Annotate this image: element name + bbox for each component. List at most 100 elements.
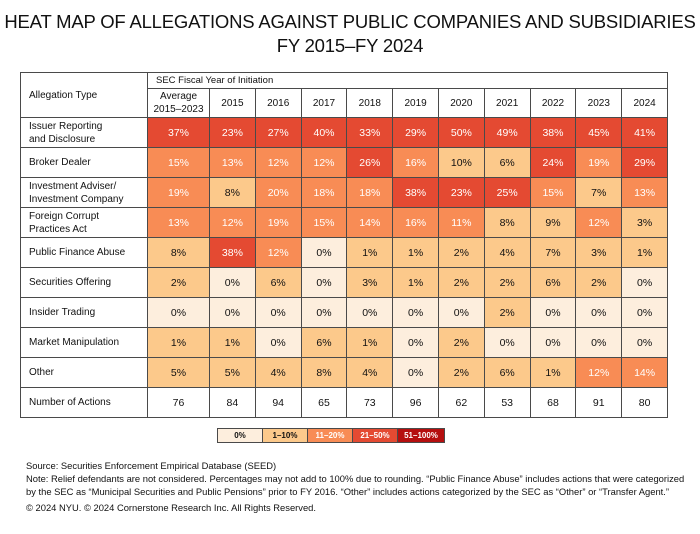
heat-cell: 12% <box>575 357 623 388</box>
year-column-header: 2017 <box>300 88 348 118</box>
heat-cell: 0% <box>392 297 439 328</box>
action-count-cell: 68 <box>529 387 577 418</box>
allegation-type-label: Issuer Reporting and Disclosure <box>20 117 148 148</box>
heat-cell: 0% <box>346 297 394 328</box>
footnotes: Source: Securities Enforcement Empirical… <box>26 459 686 514</box>
heat-cell: 26% <box>346 147 394 178</box>
heatmap-row: Other 5% 5% 4% 8% 4% 0% 2% 6% 1% 12% 14% <box>20 357 669 388</box>
heat-cell: 7% <box>575 177 623 208</box>
label-line2: Investment Company <box>29 193 124 205</box>
heat-cell: 0% <box>621 297 669 328</box>
heat-cell: 0% <box>254 327 302 358</box>
row-label-header: Allegation Type <box>20 72 148 118</box>
action-count-cell: 84 <box>209 387 256 418</box>
label-line1: Other <box>29 367 55 378</box>
label-line1: Securities Offering <box>29 277 112 288</box>
heat-cell: 12% <box>254 147 302 178</box>
allegation-type-label: Securities Offering <box>20 267 148 298</box>
heat-cell: 8% <box>147 237 210 268</box>
heat-cell: 1% <box>209 327 256 358</box>
action-count-cell: 53 <box>483 387 531 418</box>
heat-cell: 1% <box>529 357 577 388</box>
heat-cell: 1% <box>346 237 394 268</box>
heat-cell: 16% <box>392 147 439 178</box>
heat-cell: 41% <box>621 117 669 148</box>
allegation-type-label: Public Finance Abuse <box>20 237 148 268</box>
heat-cell: 6% <box>483 147 531 178</box>
heat-cell: 1% <box>392 237 439 268</box>
heat-cell: 10% <box>437 147 485 178</box>
heat-cell: 0% <box>254 297 302 328</box>
action-count-cell: 80 <box>621 387 669 418</box>
heat-cell: 15% <box>300 207 348 238</box>
heat-cell: 23% <box>437 177 485 208</box>
heatmap-row: Public Finance Abuse 8% 38% 12% 0% 1% 1% 2% 4% 7%… <box>20 237 669 268</box>
heat-cell: 2% <box>483 267 531 298</box>
heat-cell: 1% <box>346 327 394 358</box>
average-header-line1: Average <box>159 91 198 102</box>
action-count-cell: 91 <box>575 387 623 418</box>
heat-cell: 25% <box>483 177 531 208</box>
heat-cell: 12% <box>575 207 623 238</box>
heat-cell: 0% <box>575 327 623 358</box>
label-line1: Investment Adviser/ <box>29 180 117 192</box>
year-column-header: 2022 <box>529 88 577 118</box>
heat-cell: 50% <box>437 117 485 148</box>
action-count-cell: 96 <box>392 387 439 418</box>
heat-cell: 33% <box>346 117 394 148</box>
legend-swatch: 0% <box>218 429 263 442</box>
heat-cell: 37% <box>147 117 210 148</box>
header-year-row: Average 2015–2023 2015 2016 2017 2018 2019 20… <box>21 88 669 118</box>
fiscal-year-group-header: SEC Fiscal Year of Initiation <box>146 72 669 89</box>
label-line1: Issuer Reporting <box>29 120 103 132</box>
heat-cell: 14% <box>621 357 669 388</box>
year-column-header: 2018 <box>346 88 394 118</box>
allegation-type-label: Market Manipulation <box>20 327 148 358</box>
heat-cell: 5% <box>147 357 210 388</box>
heat-cell: 0% <box>300 237 348 268</box>
allegation-type-label: Broker Dealer <box>20 147 148 178</box>
heat-cell: 0% <box>483 327 531 358</box>
heatmap-row: Insider Trading 0% 0% 0% 0% 0% 0% 0% 2% 0% 0% 0% <box>20 297 669 328</box>
heat-cell: 0% <box>392 357 439 388</box>
label-line2: Practices Act <box>29 223 87 235</box>
heat-cell: 38% <box>392 177 439 208</box>
year-column-header: 2020 <box>437 88 485 118</box>
heat-cell: 0% <box>147 297 210 328</box>
legend-swatch: 1–10% <box>263 429 308 442</box>
action-count-cell: 73 <box>346 387 394 418</box>
heat-cell: 0% <box>529 327 577 358</box>
heat-cell: 13% <box>621 177 669 208</box>
copyright-note: © 2024 NYU. © 2024 Cornerstone Research … <box>26 502 316 513</box>
heat-cell: 1% <box>147 327 210 358</box>
year-column-header: 2024 <box>621 88 669 118</box>
year-column-header: 2015 <box>209 88 256 118</box>
heat-cell: 2% <box>437 357 485 388</box>
heat-cell: 2% <box>147 267 210 298</box>
heatmap-row: Issuer Reporting and Disclosure 37% 23% 27% 4… <box>20 117 669 148</box>
allegation-type-label: Investment Adviser/Investment Company <box>20 177 148 208</box>
chart-title: HEAT MAP OF ALLEGATIONS AGAINST PUBLIC C… <box>0 10 700 58</box>
average-column-header: Average 2015–2023 <box>147 88 210 118</box>
heatmap-row: Market Manipulation 1% 1% 0% 6% 1% 0% 2% 0% 0% 0% 0… <box>20 327 669 358</box>
average-header-line2: 2015–2023 <box>153 104 204 115</box>
heatmap-row: Broker Dealer 15% 13% 12% 12% 26% 16% 10% 6% 24% 1… <box>20 147 669 178</box>
allegation-type-label: Foreign Corrupt Practices Act <box>20 207 148 238</box>
year-column-header: 2023 <box>575 88 623 118</box>
action-count-cell: 76 <box>147 387 210 418</box>
heat-cell: 20% <box>254 177 302 208</box>
action-count-cell: 94 <box>254 387 302 418</box>
heat-cell: 2% <box>483 297 531 328</box>
heat-cell: 4% <box>483 237 531 268</box>
heat-cell: 3% <box>621 207 669 238</box>
number-of-actions-label: Number of Actions <box>20 387 148 418</box>
heat-cell: 12% <box>300 147 348 178</box>
heatmap-row: Foreign Corrupt Practices Act 13% 12% 19% 15%… <box>20 207 669 238</box>
heat-cell: 49% <box>483 117 531 148</box>
chart-title-line1: HEAT MAP OF ALLEGATIONS AGAINST PUBLIC C… <box>4 11 696 32</box>
heat-cell: 0% <box>392 327 439 358</box>
heat-cell: 15% <box>529 177 577 208</box>
methodology-note: Note: Relief defendants are not consider… <box>26 473 685 497</box>
heat-cell: 29% <box>621 147 669 178</box>
heat-cell: 3% <box>346 267 394 298</box>
